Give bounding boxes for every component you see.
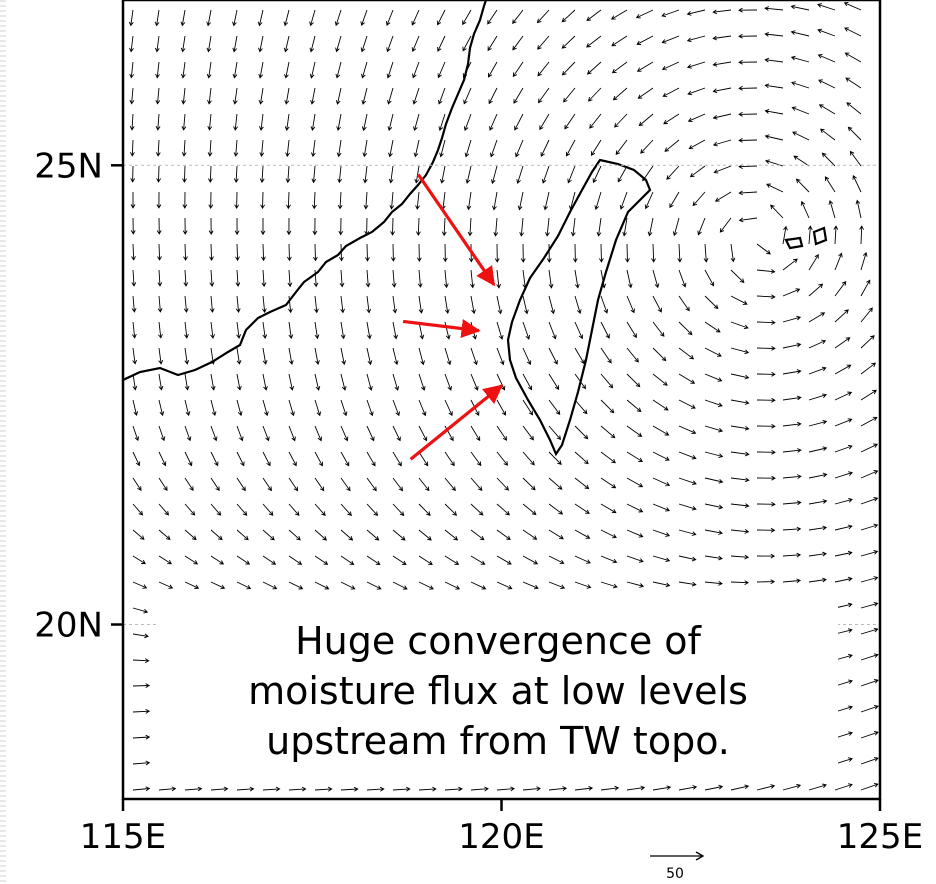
- y-axis: 25N 20N: [34, 146, 123, 646]
- vector-scale-label: 50: [666, 866, 684, 882]
- islet-2: [812, 226, 828, 246]
- taiwan-coastline: [506, 158, 652, 457]
- caption-line-3: upstream from TW topo.: [266, 719, 730, 763]
- x-axis: 115E 120E 125E: [80, 799, 923, 857]
- arrow-from-north: [416, 173, 496, 287]
- caption-line-2: moisture flux at low levels: [248, 669, 748, 713]
- caption-line-1: Huge convergence of: [295, 619, 701, 663]
- vector-scale-arrowhead: [695, 851, 705, 861]
- x-tick-label-115: 115E: [80, 817, 166, 857]
- x-tick-label-120: 120E: [458, 817, 544, 857]
- x-tick-label-125: 125E: [837, 817, 923, 857]
- convergence-arrows: [402, 173, 503, 461]
- arrow-from-west: [402, 319, 481, 339]
- y-tick-label-20: 20N: [34, 606, 103, 646]
- left-edge-strip: [0, 0, 6, 884]
- islet-1: [784, 236, 804, 250]
- y-tick-label-25: 25N: [34, 146, 103, 186]
- vector-scale-key: 50: [650, 851, 705, 882]
- coastlines: [123, 0, 828, 457]
- caption-box: Huge convergence of moisture flux at low…: [158, 600, 838, 782]
- china-coastline: [123, 0, 488, 381]
- arrow-from-southwest: [409, 384, 503, 461]
